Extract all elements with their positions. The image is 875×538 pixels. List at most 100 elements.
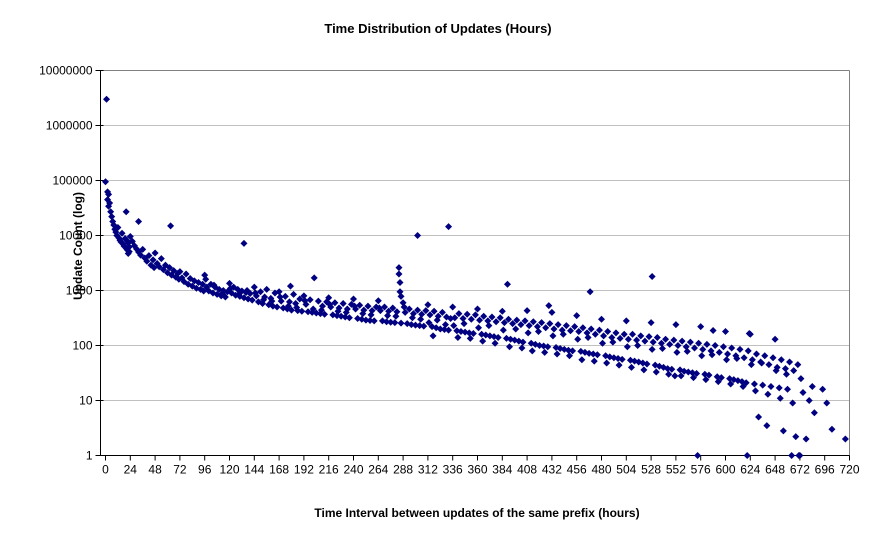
data-point — [545, 302, 553, 310]
data-point — [672, 321, 680, 329]
data-point — [541, 348, 549, 356]
data-point — [488, 313, 496, 321]
data-point — [309, 305, 317, 313]
data-point — [429, 332, 437, 340]
data-point — [565, 352, 573, 360]
data-point — [368, 307, 376, 315]
x-tick-label: 96 — [198, 463, 212, 477]
data-point — [578, 356, 586, 364]
data-point — [786, 358, 794, 366]
data-point — [105, 190, 113, 198]
y-axis-title: Update Count (log) — [71, 192, 85, 300]
data-point — [412, 321, 419, 329]
x-tick-label: 312 — [418, 463, 438, 477]
data-point — [492, 318, 500, 326]
data-point — [709, 327, 717, 335]
data-point — [261, 293, 269, 301]
x-tick-label: 384 — [492, 463, 512, 477]
y-tick-label: 100000 — [52, 174, 92, 188]
data-point — [366, 316, 374, 324]
data-point — [500, 319, 508, 327]
data-point — [622, 317, 630, 325]
data-point — [705, 371, 713, 379]
data-point — [799, 388, 807, 396]
data-point — [703, 340, 711, 348]
data-point — [319, 302, 326, 310]
data-point — [312, 309, 320, 317]
data-point — [600, 332, 608, 340]
data-point — [463, 310, 471, 318]
data-point — [671, 372, 679, 380]
data-point — [505, 315, 512, 323]
data-point — [674, 342, 682, 349]
data-point — [499, 326, 507, 334]
data-point — [151, 249, 159, 257]
data-point — [776, 394, 784, 402]
data-point — [698, 352, 706, 360]
x-tick-label: 48 — [148, 463, 162, 477]
x-tick-label: 600 — [715, 463, 735, 477]
data-point — [124, 250, 132, 258]
data-points — [102, 95, 849, 459]
data-point — [640, 366, 648, 374]
data-point — [434, 312, 442, 320]
data-point — [753, 350, 760, 358]
data-point — [118, 229, 126, 237]
data-point — [122, 208, 130, 216]
y-tick-label: 10000000 — [39, 64, 93, 78]
data-point — [199, 280, 207, 288]
data-point — [711, 342, 719, 349]
data-point — [440, 326, 448, 334]
data-point — [395, 270, 403, 278]
data-point — [393, 308, 401, 316]
data-point — [714, 378, 722, 386]
data-point — [221, 293, 229, 301]
data-point — [202, 275, 210, 283]
data-point — [627, 363, 635, 371]
chart-title: Time Distribution of Updates (Hours) — [324, 21, 551, 36]
data-point — [724, 350, 732, 358]
data-point — [748, 356, 756, 364]
data-point — [550, 325, 558, 333]
data-point — [503, 280, 511, 288]
data-point — [542, 324, 550, 332]
x-tick-label: 624 — [740, 463, 760, 477]
data-point — [797, 375, 805, 383]
data-point — [441, 321, 449, 329]
data-point — [417, 315, 425, 323]
data-point — [376, 307, 384, 315]
data-point — [226, 279, 233, 287]
y-tick-label: 1 — [86, 449, 93, 463]
data-point — [554, 321, 562, 329]
data-point — [648, 272, 656, 280]
x-tick-label: 336 — [443, 463, 463, 477]
data-point — [467, 315, 475, 323]
data-point — [779, 427, 787, 435]
data-point — [450, 322, 458, 330]
data-point — [564, 346, 572, 354]
x-tick-label: 648 — [765, 463, 785, 477]
data-point — [396, 278, 404, 286]
data-point — [485, 322, 493, 330]
data-point — [387, 318, 395, 326]
data-point — [362, 316, 370, 324]
data-point — [634, 342, 642, 349]
x-tick-label: 696 — [815, 463, 835, 477]
data-point — [102, 178, 109, 186]
data-point — [400, 303, 408, 311]
data-point — [407, 321, 415, 329]
data-point — [528, 347, 536, 355]
data-point — [715, 348, 723, 356]
data-point — [277, 297, 285, 305]
data-point — [604, 327, 612, 335]
data-point — [733, 355, 741, 363]
data-point — [574, 335, 582, 343]
data-point — [506, 343, 514, 351]
data-point — [593, 351, 601, 359]
data-point — [459, 314, 467, 322]
data-point — [586, 288, 594, 296]
x-tick-label: 168 — [269, 463, 289, 477]
data-point — [374, 297, 382, 305]
data-point — [139, 245, 147, 253]
